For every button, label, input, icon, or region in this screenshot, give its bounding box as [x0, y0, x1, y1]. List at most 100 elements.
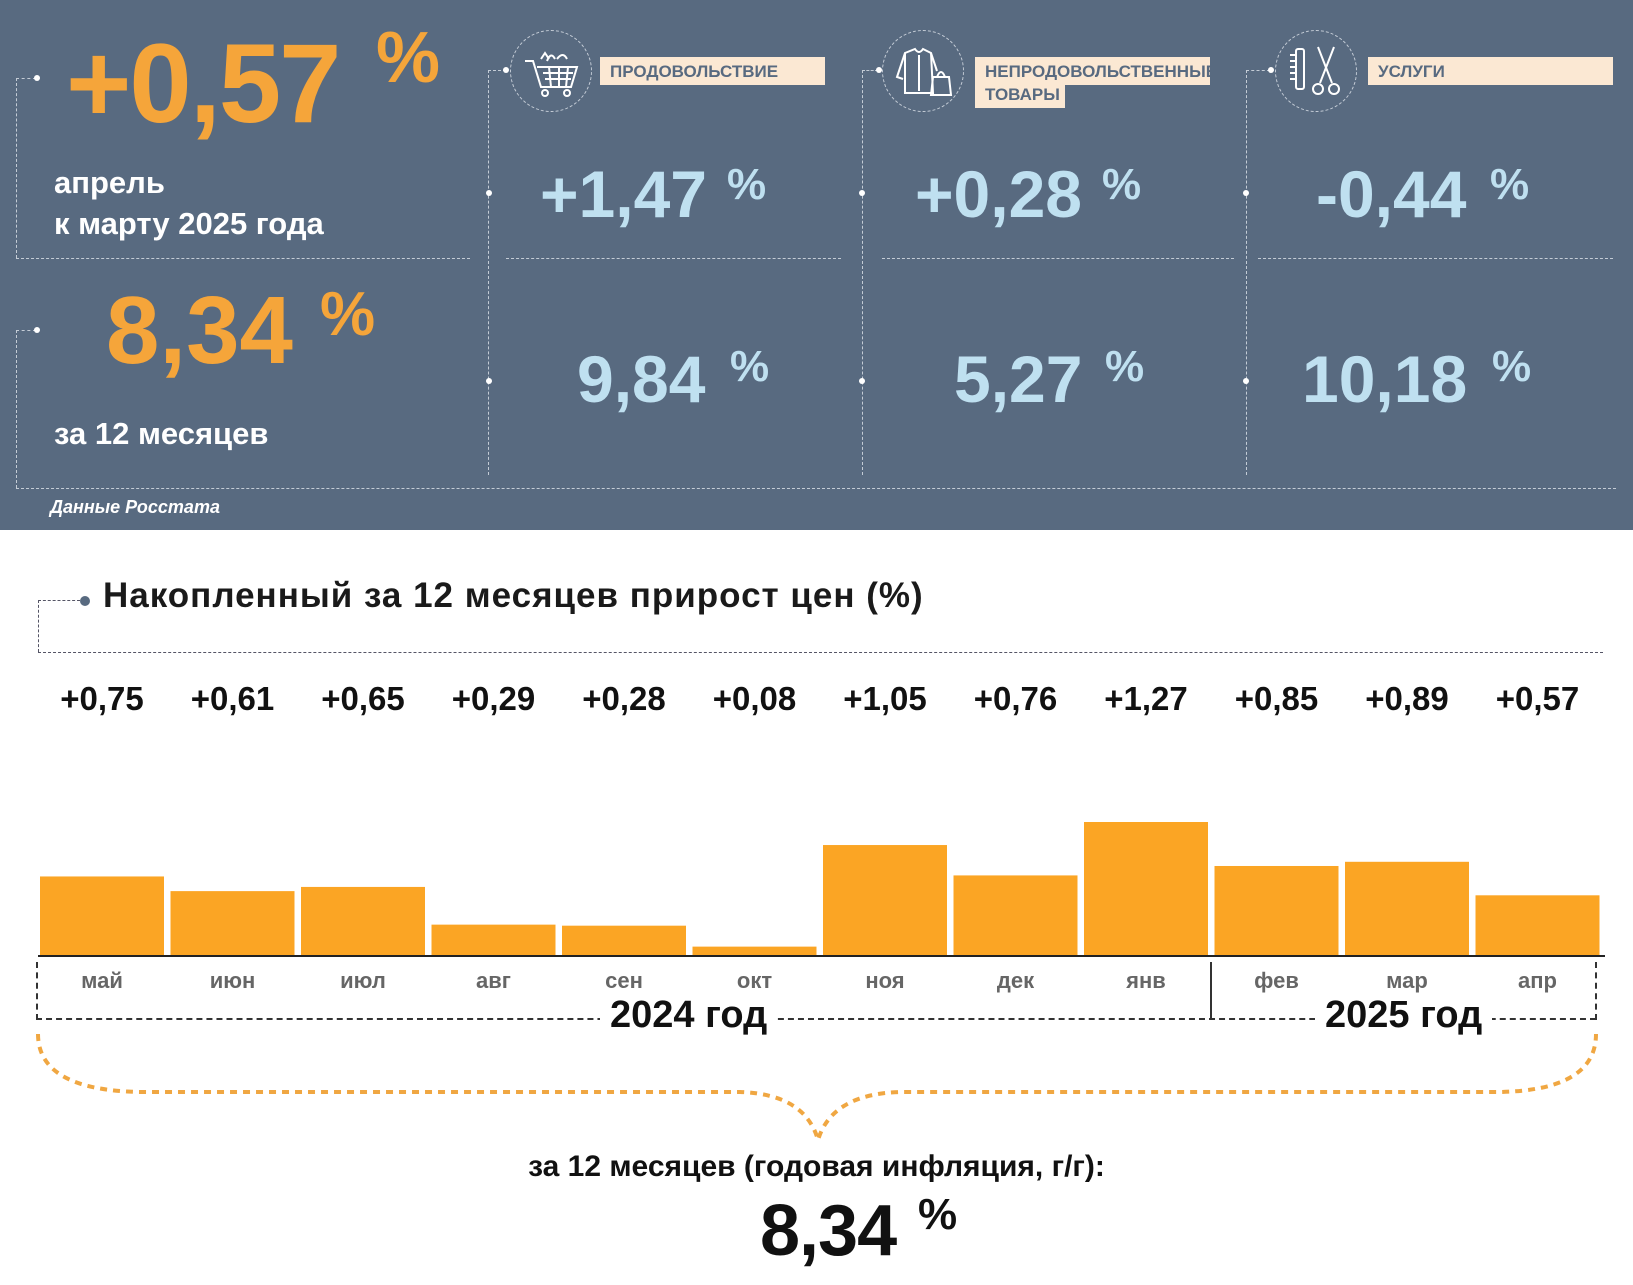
nonfood-monthly-percent: % — [1102, 160, 1142, 209]
food-annual-percent: % — [730, 342, 770, 391]
frame-line — [16, 488, 1616, 489]
monthly-label-line2: к марту 2025 года — [54, 206, 324, 241]
column-divider — [1246, 70, 1247, 475]
total-value: 8,34 — [760, 1191, 897, 1271]
bullet-dot — [34, 75, 40, 81]
frame-line — [862, 70, 878, 71]
month-label-ноя: ноя — [865, 968, 905, 993]
bullet-dot — [876, 67, 882, 73]
value-label-июл: +0,65 — [321, 680, 405, 717]
category-tag-nonfood-line2: ТОВАРЫ — [975, 80, 1065, 108]
food-monthly-value: +1,47 — [540, 157, 707, 231]
frame-line — [506, 258, 841, 259]
food-monthly-percent: % — [727, 160, 767, 209]
annual-inflation-value: 8,34 — [106, 277, 293, 384]
value-label-сен: +0,28 — [582, 680, 666, 717]
bullet-dot — [1243, 190, 1249, 196]
year-baseline — [36, 1018, 1596, 1020]
category-tag-services: УСЛУГИ — [1368, 57, 1613, 85]
axis-bracket — [1595, 962, 1597, 1020]
column-divider — [488, 70, 489, 475]
annual-label: за 12 месяцев — [54, 416, 269, 451]
value-label-дек: +0,76 — [973, 680, 1058, 717]
bullet-dot — [1268, 67, 1274, 73]
month-label-сен: сен — [605, 968, 643, 993]
year-2024-label: 2024 год — [600, 994, 778, 1037]
bullet-dot — [486, 378, 492, 384]
comb-scissors-icon — [1275, 30, 1357, 112]
frame-line — [1246, 70, 1270, 71]
frame-line — [488, 70, 506, 71]
monthly-inflation-value: +0,57 — [66, 21, 341, 146]
month-label-июл: июл — [340, 968, 386, 993]
bar-май — [40, 876, 164, 955]
month-label-июн: июн — [209, 968, 256, 993]
chart-title: Накопленный за 12 месяцев прирост цен (%… — [103, 576, 924, 615]
bar-ноя — [823, 845, 947, 955]
services-annual-value: 10,18 — [1302, 342, 1468, 416]
month-label-апр: апр — [1518, 968, 1557, 993]
frame-line — [16, 258, 470, 259]
month-label-окт: окт — [736, 968, 773, 993]
value-label-ноя: +1,05 — [843, 680, 927, 717]
frame-line — [882, 258, 1234, 259]
monthly-label-line1: апрель — [54, 165, 165, 200]
bar-мар — [1345, 861, 1469, 955]
bullet-dot — [34, 327, 40, 333]
annual-percent-sign: % — [320, 280, 376, 349]
food-annual-value: 9,84 — [577, 342, 706, 416]
bar-апр — [1475, 895, 1600, 955]
services-monthly-percent: % — [1490, 160, 1530, 209]
frame-line — [16, 78, 17, 258]
services-monthly-value: -0,44 — [1316, 157, 1467, 231]
nonfood-monthly-value: +0,28 — [915, 157, 1082, 231]
nonfood-annual-value: 5,27 — [954, 342, 1083, 416]
month-label-фев: фев — [1254, 968, 1299, 993]
bullet-dot — [503, 67, 509, 73]
month-label-дек: дек — [996, 968, 1035, 993]
frame-line — [16, 330, 36, 331]
month-label-авг: авг — [476, 968, 511, 993]
total-label: за 12 месяцев (годовая инфляция, г/г): — [528, 1150, 1105, 1183]
value-label-мар: +0,89 — [1365, 680, 1449, 717]
total-percent: % — [918, 1190, 958, 1239]
frame-line — [1258, 258, 1613, 259]
bar-chart — [38, 822, 1605, 957]
bullet-dot — [1243, 378, 1249, 384]
column-divider — [862, 70, 863, 475]
month-label-май: май — [81, 968, 123, 993]
bar-окт — [692, 946, 817, 955]
summary-panel: +0,57 % апрель к марту 2025 года 8,34 % … — [0, 0, 1633, 530]
title-connector — [38, 600, 39, 652]
clothing-bag-icon — [882, 30, 964, 112]
frame-line — [16, 330, 17, 488]
value-label-фев: +0,85 — [1234, 680, 1319, 717]
title-underline — [38, 652, 1603, 653]
services-annual-percent: % — [1492, 342, 1532, 391]
bar-сен — [562, 925, 686, 955]
title-bullet — [80, 596, 90, 606]
bar-июн — [170, 891, 295, 955]
value-label-окт: +0,08 — [712, 680, 797, 717]
axis-bracket — [36, 962, 38, 1020]
frame-line — [16, 78, 36, 79]
value-label-июн: +0,61 — [190, 680, 275, 717]
category-tag-food: ПРОДОВОЛЬСТВИЕ — [600, 57, 825, 85]
value-label-авг: +0,29 — [451, 680, 536, 717]
year-divider — [1210, 962, 1212, 1020]
bullet-dot — [859, 190, 865, 196]
month-label-мар: мар — [1386, 968, 1428, 993]
bar-фев — [1214, 865, 1339, 955]
value-label-апр: +0,57 — [1495, 680, 1580, 717]
value-label-май: +0,75 — [60, 680, 144, 717]
value-label-янв: +1,27 — [1104, 680, 1188, 717]
bullet-dot — [859, 378, 865, 384]
source-note: Данные Росстата — [50, 497, 220, 517]
bar-дек — [953, 875, 1078, 955]
bar-янв — [1084, 822, 1208, 955]
total-brace — [36, 1033, 1598, 1145]
bar-авг — [431, 924, 556, 955]
monthly-percent-sign: % — [376, 18, 441, 98]
category-tag-nonfood: НЕПРОДОВОЛЬСТВЕННЫЕ — [975, 57, 1217, 85]
month-label-янв: янв — [1126, 968, 1166, 993]
